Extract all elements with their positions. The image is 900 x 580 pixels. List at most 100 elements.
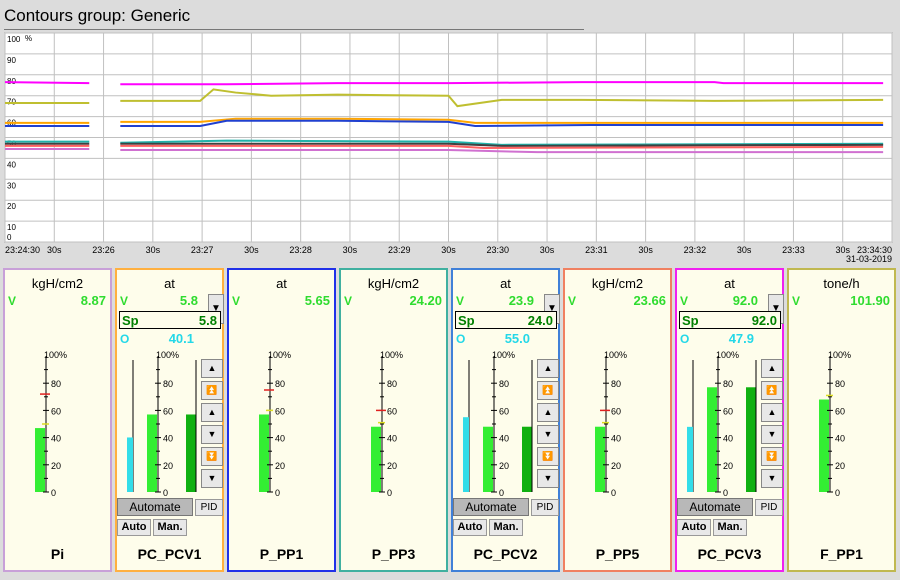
auto-button[interactable]: Auto <box>453 519 487 536</box>
scale-label: 0 <box>275 488 280 498</box>
series-line <box>120 81 884 86</box>
x-tick-label: 23:32 <box>684 245 707 255</box>
step-fast-up-button[interactable]: ⏫ <box>761 381 783 400</box>
auto-button[interactable]: Auto <box>117 519 151 536</box>
step-down-button[interactable]: ▼ <box>201 425 223 444</box>
scale-label: 40 <box>387 434 397 444</box>
pid-button[interactable]: PID <box>755 499 783 516</box>
scale-label: 60 <box>499 406 509 416</box>
x-tick-label: 30s <box>441 245 456 255</box>
series-line <box>120 144 884 149</box>
setpoint-field[interactable]: Sp 24.0 <box>455 311 557 329</box>
y-tick-label: 20 <box>7 202 16 211</box>
v-value: 5.65 <box>304 293 330 308</box>
y-tick-label: 0 <box>7 233 12 242</box>
unit-label: kgH/cm2 <box>367 276 420 291</box>
scale-max-label: 100% <box>44 350 67 360</box>
setpoint-field[interactable]: Sp 5.8 <box>119 311 221 329</box>
step-up-button[interactable]: ▲ <box>761 403 783 422</box>
v-value: 92.0 <box>732 293 758 308</box>
panel-pc_pcv2: at V 23.9 ▼ Sp 24.0 O 55.0 100% 80 60 40 20 0 ▲ ⏫ ▲ ▼… <box>451 268 560 572</box>
scale-label: 20 <box>387 461 397 471</box>
v-value: 5.8 <box>179 293 198 308</box>
value-bar <box>259 414 269 492</box>
panel-name: PC_PCV1 <box>137 546 202 562</box>
pid-button[interactable]: PID <box>195 499 223 516</box>
scale-label: 40 <box>611 434 621 444</box>
automate-button[interactable]: Automate <box>117 498 193 516</box>
panel-p_pp1: at V 5.65 100% 80 60 40 20 0 P_PP1 <box>227 268 336 572</box>
sp-value: 5.8 <box>198 313 217 328</box>
v-value: 24.20 <box>409 293 442 308</box>
series-line <box>120 117 884 124</box>
x-tick-label: 30s <box>737 245 752 255</box>
date-label: 31-03-2019 <box>846 254 892 264</box>
x-tick-label: 23:26 <box>92 245 115 255</box>
step-fast-down-button[interactable]: ⏬ <box>761 447 783 466</box>
v-label: V <box>792 294 801 308</box>
y-tick-label: 90 <box>7 56 16 65</box>
x-tick-label: 30s <box>146 245 161 255</box>
unit-label: tone/h <box>823 276 860 291</box>
automate-button[interactable]: Automate <box>453 498 529 516</box>
manual-button[interactable]: Man. <box>713 519 747 536</box>
setpoint-field[interactable]: Sp 92.0 <box>679 311 781 329</box>
step-fast-up-button[interactable]: ⏫ <box>537 381 559 400</box>
scale-label: 40 <box>163 434 173 444</box>
panel-name: Pi <box>50 546 65 562</box>
bar-area: 100% 80 60 40 20 0 <box>371 350 403 498</box>
scale-label: 40 <box>723 434 733 444</box>
scale-label: 20 <box>499 461 509 471</box>
step-down-button[interactable]: ▼ <box>537 425 559 444</box>
step-bottom-button[interactable]: ▼ <box>201 469 223 488</box>
x-tick-label: 23:27 <box>191 245 214 255</box>
scale-max-label: 100% <box>492 350 515 360</box>
step-up-button[interactable]: ▲ <box>537 403 559 422</box>
value-bar <box>371 426 381 492</box>
series-line <box>120 142 884 147</box>
output-bar <box>687 426 693 492</box>
scale-max-label: 100% <box>156 350 179 360</box>
step-buttons: ▲ ⏫ ▲ ▼ ⏬ ▼ <box>761 359 783 491</box>
scale-label: 20 <box>723 461 733 471</box>
sp-label: Sp <box>122 313 139 328</box>
x-tick-label: 23:24:30 <box>5 245 40 255</box>
v-label: V <box>232 294 241 308</box>
step-fast-down-button[interactable]: ⏬ <box>537 447 559 466</box>
o-label: O <box>456 332 466 346</box>
bar-area: 100% 80 60 40 20 0 <box>259 350 291 498</box>
step-up-button[interactable]: ▲ <box>201 403 223 422</box>
step-down-button[interactable]: ▼ <box>761 425 783 444</box>
series-line <box>120 149 884 154</box>
scale-label: 0 <box>835 488 840 498</box>
auto-button[interactable]: Auto <box>677 519 711 536</box>
automate-button[interactable]: Automate <box>677 498 753 516</box>
output-bar <box>127 437 133 492</box>
x-tick-label: 23:31 <box>585 245 608 255</box>
v-label: V <box>568 294 577 308</box>
step-fast-down-button[interactable]: ⏬ <box>201 447 223 466</box>
manual-button[interactable]: Man. <box>153 519 187 536</box>
step-top-button[interactable]: ▲ <box>537 359 559 378</box>
x-tick-label: 30s <box>47 245 62 255</box>
series-line <box>120 119 884 128</box>
manual-button[interactable]: Man. <box>489 519 523 536</box>
scale-label: 20 <box>275 461 285 471</box>
x-tick-label: 23:28 <box>289 245 312 255</box>
scale-label: 40 <box>51 434 61 444</box>
scale-label: 0 <box>499 488 504 498</box>
step-top-button[interactable]: ▲ <box>201 359 223 378</box>
x-tick-label: 30s <box>638 245 653 255</box>
step-bottom-button[interactable]: ▼ <box>761 469 783 488</box>
output-bar <box>463 417 469 492</box>
scale-label: 20 <box>163 461 173 471</box>
series-line <box>120 139 884 146</box>
step-top-button[interactable]: ▲ <box>761 359 783 378</box>
panel-pi: kgH/cm2 V 8.87 100% 80 60 40 20 0 Pi <box>3 268 112 572</box>
step-fast-up-button[interactable]: ⏫ <box>201 381 223 400</box>
scale-label: 80 <box>275 379 285 389</box>
scale-label: 80 <box>611 379 621 389</box>
step-bottom-button[interactable]: ▼ <box>537 469 559 488</box>
pid-button[interactable]: PID <box>531 499 559 516</box>
sp-value: 92.0 <box>751 313 777 328</box>
